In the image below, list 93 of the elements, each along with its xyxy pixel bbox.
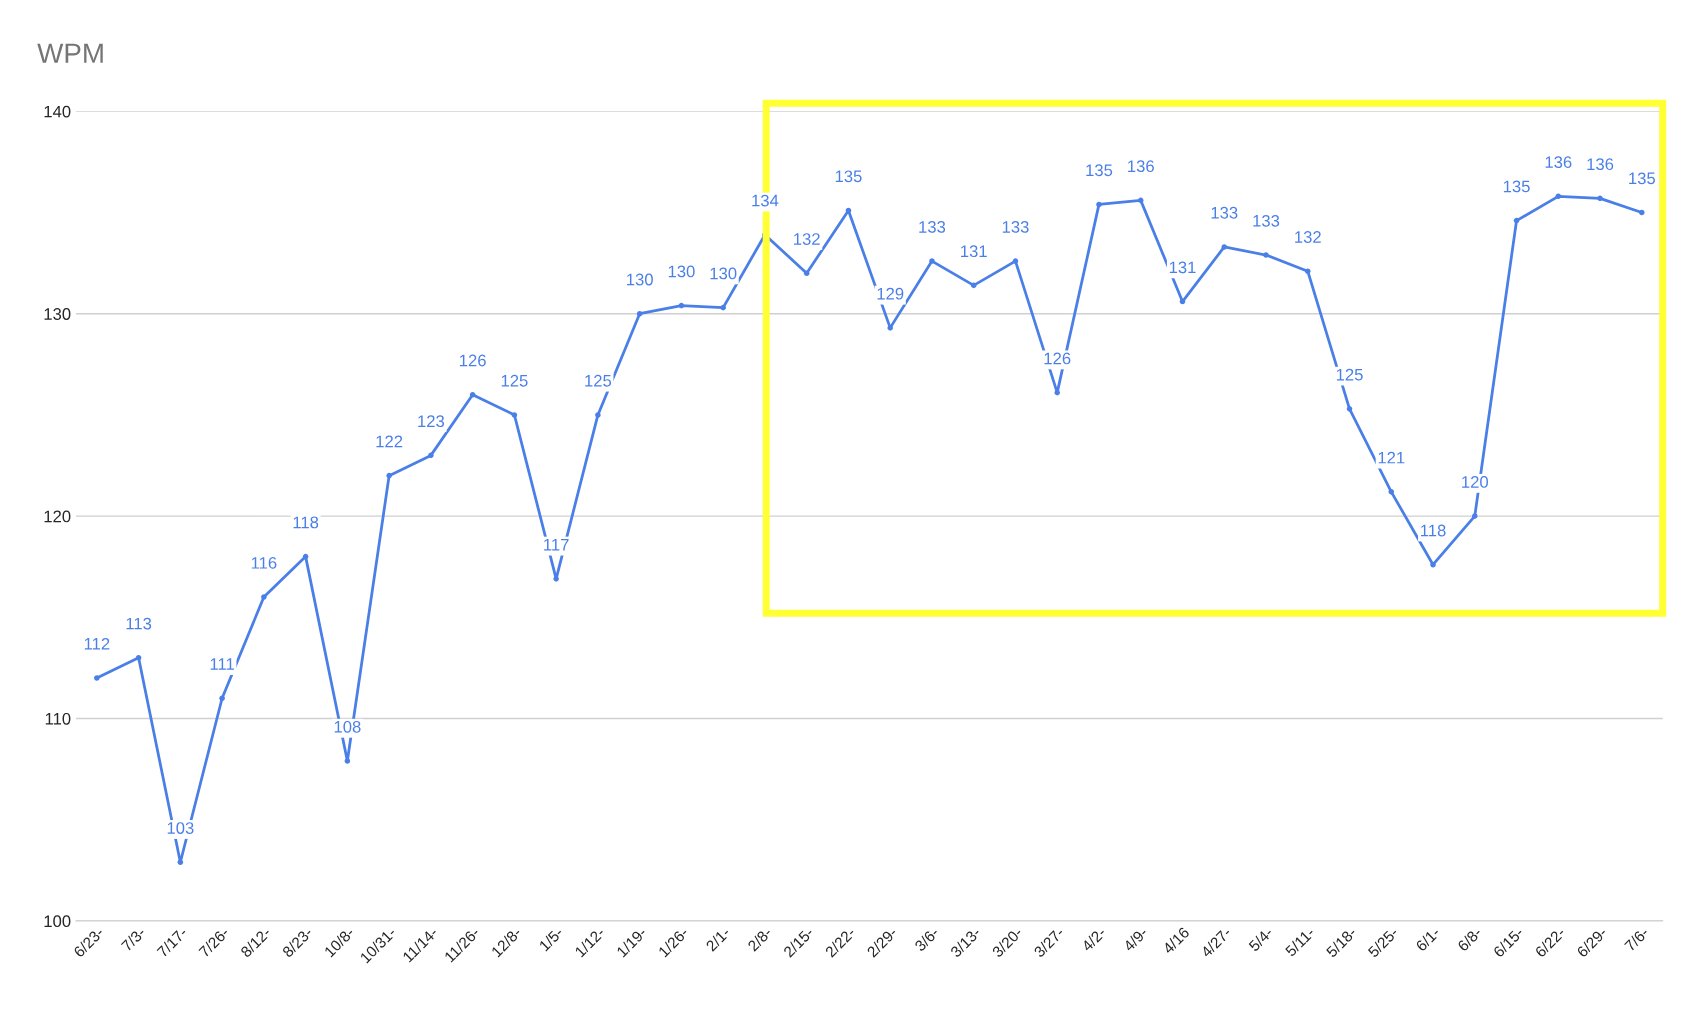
data-label: 123 <box>418 415 445 428</box>
data-label: 117 <box>544 538 569 551</box>
point <box>302 553 309 560</box>
point <box>1639 209 1645 216</box>
point <box>1012 258 1019 264</box>
data-label: 126 <box>1044 352 1071 365</box>
data-label: 116 <box>251 556 277 569</box>
point <box>720 304 726 311</box>
point <box>135 655 142 661</box>
point <box>177 859 184 865</box>
point <box>511 412 518 418</box>
point <box>344 758 351 764</box>
chart-title: WPM <box>37 43 103 63</box>
x-tick-label: 5/4- <box>1247 926 1274 952</box>
data-label: 112 <box>84 637 110 650</box>
data-label: 132 <box>1295 231 1321 243</box>
data-label: 122 <box>376 435 403 448</box>
data-label: 120 <box>1462 476 1489 488</box>
point <box>219 695 225 702</box>
data-label: 136 <box>1128 160 1154 173</box>
x-tick-label: 6/8- <box>1456 926 1483 952</box>
point <box>1472 513 1478 519</box>
data-label: 135 <box>835 170 862 183</box>
point <box>1304 268 1311 274</box>
x-tick-label: 7/26- <box>198 926 230 958</box>
data-label: 131 <box>1169 261 1196 274</box>
data-label: 130 <box>710 267 737 280</box>
point <box>887 325 893 331</box>
x-tick-label: 2/1- <box>705 926 731 952</box>
point <box>1137 197 1144 204</box>
data-label: 108 <box>334 720 361 733</box>
point <box>636 310 643 317</box>
point <box>1346 406 1353 412</box>
data-label: 125 <box>585 374 612 387</box>
data-label: 132 <box>794 233 820 245</box>
data-label: 103 <box>167 822 194 834</box>
data-label: 126 <box>460 354 486 367</box>
point <box>970 282 977 289</box>
data-label: 113 <box>126 617 152 630</box>
point <box>929 258 935 264</box>
x-tick-label: 1/5- <box>538 926 564 952</box>
y-tick-label: 120 <box>44 510 71 523</box>
x-tick-label: 7/3- <box>120 926 147 952</box>
data-label: 130 <box>627 273 653 286</box>
data-label: 111 <box>210 658 234 670</box>
data-label: 129 <box>877 287 904 300</box>
point <box>469 391 476 398</box>
point <box>595 412 601 418</box>
x-tick-label: 6/1- <box>1414 926 1441 952</box>
point <box>553 576 559 582</box>
y-tick-label: 140 <box>44 105 71 118</box>
x-tick-label: 3/6- <box>913 926 940 952</box>
point <box>94 675 100 681</box>
data-label: 125 <box>501 374 528 387</box>
x-tick-label: 2/8- <box>746 926 773 952</box>
data-label: 133 <box>1002 221 1029 233</box>
y-tick-label: 100 <box>44 915 71 928</box>
data-label: 118 <box>1421 524 1446 537</box>
point <box>1179 298 1186 305</box>
data-label: 125 <box>1336 368 1363 381</box>
point <box>1054 389 1060 396</box>
y-tick-label: 130 <box>44 308 71 320</box>
data-label: 118 <box>293 516 319 529</box>
point <box>261 594 267 600</box>
data-label: 131 <box>961 245 987 258</box>
point <box>1388 489 1395 495</box>
data-label: 135 <box>1086 164 1113 177</box>
point <box>1597 195 1603 202</box>
data-label: 133 <box>1211 206 1238 219</box>
point <box>1221 244 1228 250</box>
point <box>803 270 810 277</box>
data-label: 134 <box>752 194 779 207</box>
x-tick-label: 5/11- <box>1284 926 1316 958</box>
data-label: 133 <box>1253 214 1280 227</box>
data-label: 130 <box>668 265 695 278</box>
x-tick-label: 4/16 <box>1161 926 1190 955</box>
point <box>1263 252 1269 258</box>
point <box>1555 193 1562 200</box>
point <box>1096 201 1102 208</box>
x-tick-label: 4/2- <box>1080 926 1107 953</box>
x-tick-label: 4/9- <box>1122 926 1149 953</box>
point <box>1513 217 1520 224</box>
data-label: 136 <box>1587 158 1614 171</box>
data-label: 121 <box>1378 451 1405 464</box>
data-label: 135 <box>1629 172 1656 185</box>
x-tick-label: 7/6- <box>1623 926 1650 952</box>
data-label: 136 <box>1545 156 1572 169</box>
point <box>428 452 434 459</box>
data-label: 133 <box>919 221 946 233</box>
point <box>678 302 685 309</box>
point <box>386 472 392 479</box>
data-label: 135 <box>1503 180 1530 193</box>
y-tick-label: 110 <box>45 712 71 725</box>
